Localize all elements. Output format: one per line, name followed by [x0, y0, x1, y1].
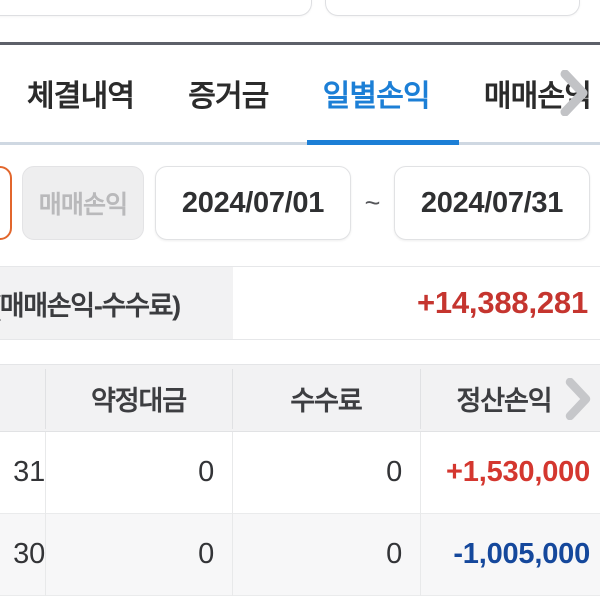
- upper-fields-strip: [0, 0, 600, 42]
- cell-amount: 0: [198, 456, 214, 488]
- date-to-value: 2024/07/31: [420, 186, 564, 219]
- summary-label: (매매손익-수수료): [0, 290, 181, 321]
- header-cell-date: [0, 365, 45, 431]
- header-cell-profit: 정산손익: [456, 385, 553, 416]
- row-column-divider: [45, 514, 46, 596]
- segment-selected-button[interactable]: [0, 166, 12, 240]
- upper-field-left[interactable]: [0, 0, 312, 16]
- date-separator-glyph: ~: [364, 187, 381, 218]
- header-cell-amount: 약정대금: [91, 385, 187, 416]
- segment-label: 매매손익: [38, 191, 128, 219]
- chevron-right-icon: [565, 378, 591, 420]
- summary-row: (매매손익-수수료) +14,388,281: [0, 266, 600, 340]
- date-from-input[interactable]: 2024/07/01: [155, 166, 351, 240]
- filter-row: 매매손익 2024/07/01 ~ 2024/07/31: [0, 148, 600, 266]
- tab-label: 일별손익: [322, 80, 431, 113]
- table-row[interactable]: 30 0 0 -1,005,000: [0, 514, 600, 596]
- table-scroll-right-button[interactable]: [554, 371, 600, 427]
- row-column-divider: [232, 514, 233, 596]
- upper-field-right[interactable]: [325, 0, 580, 16]
- cell-fee: 0: [386, 538, 402, 570]
- row-column-divider: [420, 432, 421, 514]
- tab-track: 체결내역 증거금 일별손익 매매손익: [0, 45, 600, 141]
- tab-chegyeol-naeyeok[interactable]: 체결내역: [0, 45, 161, 141]
- summary-label-cell: (매매손익-수수료): [0, 267, 233, 339]
- row-column-divider: [232, 432, 233, 514]
- header-cell-fee: 수수료: [290, 385, 362, 416]
- cell-profit: -1,005,000: [453, 538, 590, 570]
- tab-jeunggeogeum[interactable]: 증거금: [161, 45, 295, 141]
- table-header-row: 약정대금 수수료 정산손익: [0, 364, 600, 432]
- tab-ilbyeol-sonik[interactable]: 일별손익: [296, 45, 457, 141]
- row-column-divider: [45, 432, 46, 514]
- tab-label: 증거금: [188, 80, 269, 113]
- row-column-divider: [420, 514, 421, 596]
- daily-profit-table: 약정대금 수수료 정산손익 31 0 0 +1,530,000 30 0: [0, 348, 600, 600]
- chevron-right-icon: [560, 70, 588, 116]
- date-to-input[interactable]: 2024/07/31: [394, 166, 590, 240]
- tab-baseline: [0, 142, 600, 145]
- cell-amount: 0: [198, 538, 214, 570]
- tab-active-indicator: [307, 140, 459, 145]
- table-row[interactable]: 31 0 0 +1,530,000: [0, 432, 600, 514]
- tab-scroll-right-button[interactable]: [550, 62, 598, 124]
- summary-total-value: +14,388,281: [416, 285, 588, 320]
- header-column-divider: [232, 369, 233, 429]
- date-from-value: 2024/07/01: [181, 186, 325, 219]
- tab-bar: 체결내역 증거금 일별손익 매매손익: [0, 45, 600, 145]
- date-range-separator: ~: [351, 166, 394, 240]
- header-divider: [0, 42, 600, 45]
- cell-fee: 0: [386, 456, 402, 488]
- segment-maemae-sonik-button[interactable]: 매매손익: [22, 166, 144, 240]
- header-column-divider: [45, 369, 46, 429]
- tab-label: 체결내역: [27, 80, 135, 113]
- header-column-divider: [420, 369, 421, 429]
- cell-date: 31: [13, 456, 45, 488]
- cell-date: 30: [13, 538, 45, 570]
- cell-profit: +1,530,000: [446, 456, 590, 488]
